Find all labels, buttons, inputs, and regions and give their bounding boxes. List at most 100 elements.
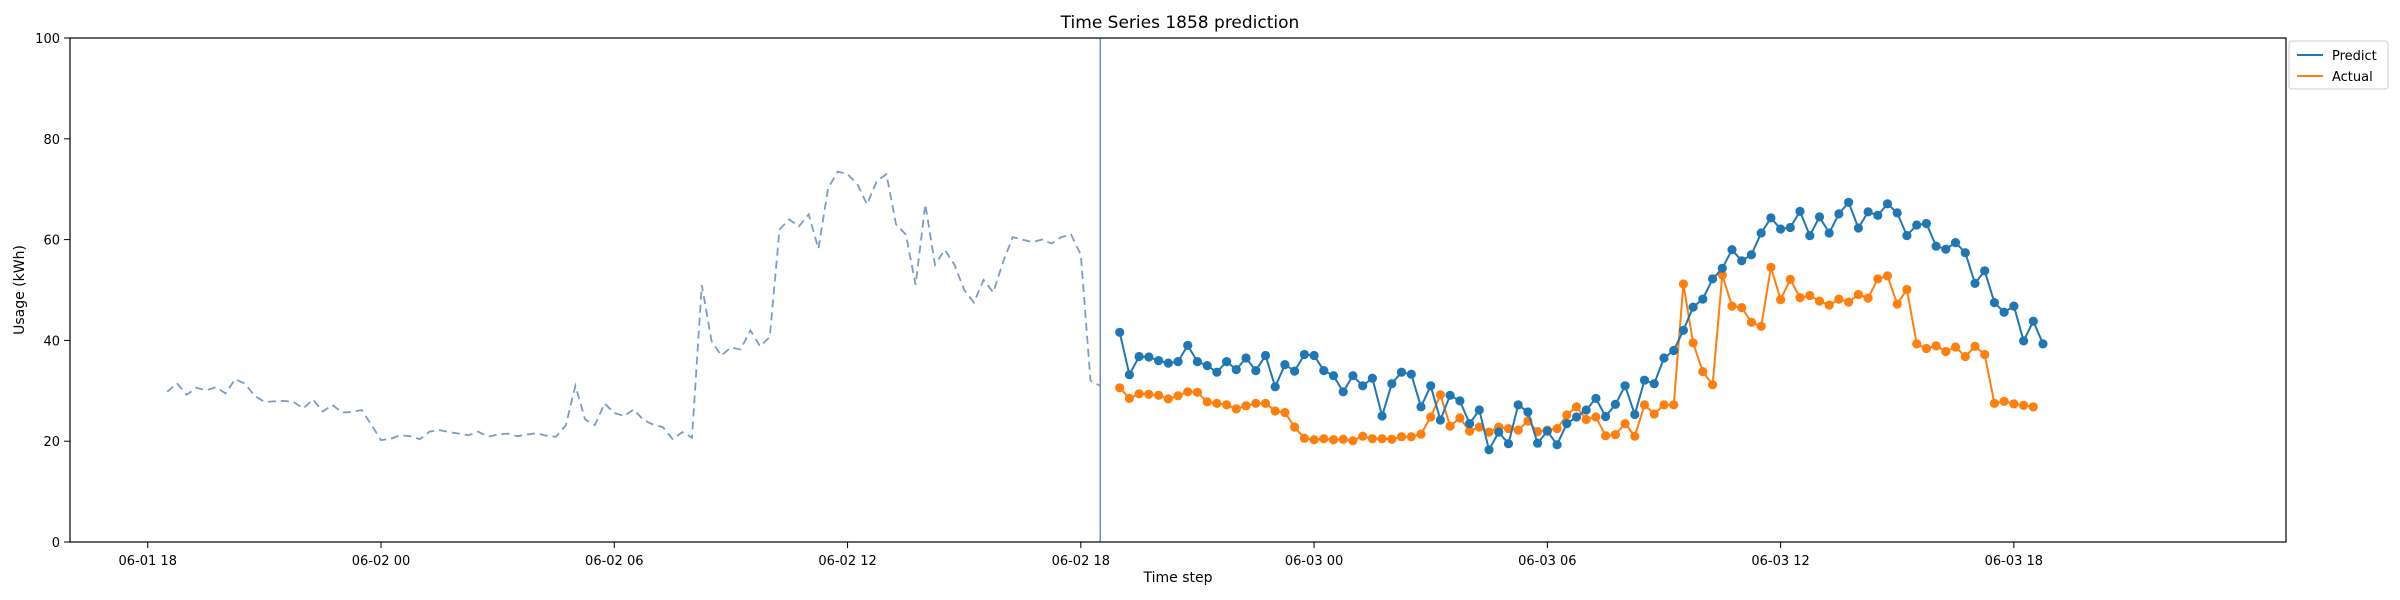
predict-point [1163, 358, 1173, 368]
predict-point [2038, 339, 2048, 349]
actual-point [1173, 391, 1183, 401]
actual-point [1115, 383, 1125, 393]
actual-point [1766, 262, 1776, 272]
predict-point [1503, 439, 1514, 449]
actual-point [1970, 341, 1980, 351]
actual-point [1299, 433, 1309, 443]
predict-point [1678, 325, 1688, 335]
x-tick-label: 06-03 12 [1751, 554, 1809, 569]
predict-point [1241, 353, 1251, 363]
actual-point [1231, 404, 1241, 414]
actual-point [1912, 339, 1922, 349]
predict-point [1601, 411, 1611, 422]
actual-point [1445, 421, 1455, 431]
actual-point [1882, 271, 1893, 281]
axes-frame [69, 37, 2287, 543]
predict-point [1989, 298, 1999, 308]
predict-point [1328, 371, 1339, 381]
actual-point [1921, 343, 1931, 354]
actual-point [1639, 400, 1650, 410]
actual-point [1844, 297, 1854, 307]
actual-point [1280, 407, 1290, 418]
actual-point [1416, 429, 1426, 439]
predict-point [1805, 231, 1815, 241]
predict-point [1222, 357, 1232, 367]
actual-point [2028, 402, 2038, 412]
actual-point [1834, 294, 1844, 304]
predict-point [1348, 371, 1358, 381]
predict-point [1134, 351, 1144, 362]
legend-label-actual: Actual [2332, 70, 2373, 85]
predict-point [2019, 336, 2029, 346]
actual-point [1698, 367, 1708, 377]
predict-point [1630, 409, 1640, 420]
actual-point [1552, 424, 1562, 434]
predict-point [1465, 419, 1475, 429]
actual-point [1581, 414, 1591, 425]
actual-point [1737, 303, 1747, 313]
predict-point [1154, 356, 1164, 366]
predict-point [1387, 379, 1397, 389]
predict-point [2028, 316, 2038, 326]
actual-point [1727, 301, 1737, 311]
actual-point [1785, 274, 1795, 284]
actual-point [1124, 393, 1134, 403]
y-tick-label: 0 [52, 536, 60, 551]
predict-point [1970, 278, 1980, 288]
actual-point [1154, 390, 1164, 400]
x-tick-label: 06-03 00 [1285, 554, 1343, 569]
actual-point [1805, 290, 1815, 301]
actual-point [1999, 396, 2009, 406]
predict-point [1785, 222, 1795, 233]
actual-point [2009, 399, 2019, 409]
predict-point [1183, 340, 1193, 350]
history-line [166, 170, 1101, 442]
x-tick-label: 06-02 18 [1052, 554, 1110, 569]
predict-point [1231, 365, 1241, 375]
predict-point [1581, 405, 1591, 415]
actual-point [1688, 338, 1698, 348]
predict-point [1533, 438, 1543, 448]
predict-point [1416, 402, 1426, 412]
predict-point [1766, 213, 1776, 223]
predict-point [1756, 228, 1766, 238]
actual-point [1601, 431, 1611, 441]
predict-point [1980, 266, 1990, 276]
predict-point [1523, 407, 1533, 417]
actual-point [1717, 270, 1727, 280]
predict-point [1737, 256, 1747, 266]
actual-point [1396, 432, 1407, 442]
predict-point [1280, 360, 1290, 370]
predict-point [1144, 352, 1154, 362]
actual-point [1620, 419, 1630, 429]
predict-point [1552, 440, 1562, 450]
predict-point [1639, 375, 1650, 385]
actual-point [1746, 317, 1756, 327]
predict-point [1610, 399, 1620, 409]
actual-point [1950, 342, 1961, 352]
actual-point [1260, 398, 1271, 408]
predict-point [1319, 366, 1329, 376]
actual-point [1241, 401, 1251, 411]
predict-point [1717, 263, 1727, 273]
predict-point [1542, 426, 1552, 436]
actual-point [1571, 402, 1582, 412]
predict-point [1474, 405, 1484, 415]
predict-point [1999, 307, 2009, 317]
predict-point [1746, 250, 1756, 260]
predict-point [1358, 381, 1368, 391]
predict-point [1814, 212, 1825, 222]
plot-area [166, 38, 2048, 542]
x-axis: 06-01 18 06-02 00 06-02 06 06-02 12 06-02 18… [119, 542, 2043, 569]
predict-point [1513, 400, 1523, 410]
actual-point [1610, 430, 1620, 440]
actual-point [1980, 349, 1990, 360]
actual-point [1222, 400, 1232, 410]
predict-point [1824, 228, 1834, 238]
chart-title: Time Series 1858 prediction [1060, 13, 1300, 33]
actual-point [1814, 296, 1825, 306]
actual-point [1630, 431, 1640, 441]
predict-point [1912, 220, 1922, 230]
predict-point [1309, 350, 1319, 361]
x-tick-label: 06-02 06 [585, 554, 643, 569]
